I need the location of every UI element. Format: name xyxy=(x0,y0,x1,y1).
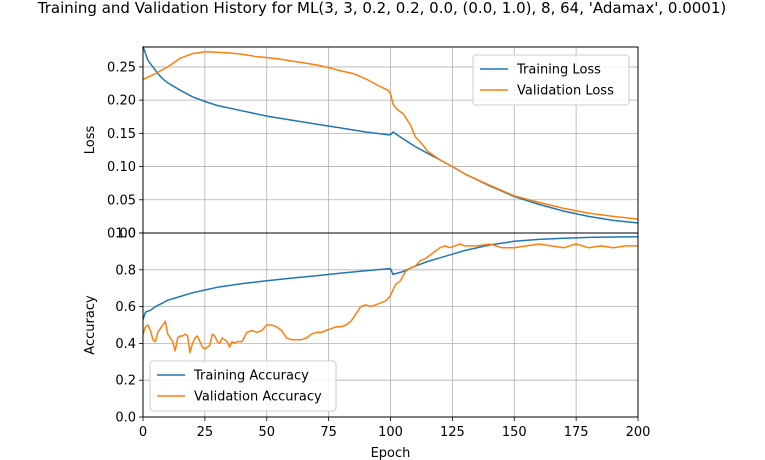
chart-title: Training and Validation History for ML(3… xyxy=(37,0,727,17)
x-axis-label: Epoch xyxy=(371,446,411,460)
loss-y-ticks: 0.00 0.05 0.10 0.15 0.20 0.25 xyxy=(107,60,143,242)
series-line-training-accuracy xyxy=(142,235,639,320)
x-tick-label-50: 50 xyxy=(258,425,275,440)
x-tick-label-0: 0 xyxy=(139,425,147,440)
accuracy-axes: 0.0 0.2 0.4 0.6 0.8 1.0 0 25 50 75 100 125 150 175 20… xyxy=(83,227,650,460)
x-tick-label-125: 125 xyxy=(440,425,465,440)
y-tick-label-0-2: 0.2 xyxy=(115,374,136,389)
legend-label-training-loss: Training Loss xyxy=(516,63,601,78)
loss-axes: 0.00 0.05 0.10 0.15 0.20 0.25 Loss Training L… xyxy=(83,46,639,242)
y-tick-label-0-25: 0.25 xyxy=(107,60,136,75)
y-tick-label-0-00: 0.00 xyxy=(107,227,136,242)
legend-label-validation-accuracy: Validation Accuracy xyxy=(194,390,322,405)
x-tick-label-175: 175 xyxy=(564,425,589,440)
accuracy-legend: Training Accuracy Validation Accuracy xyxy=(149,360,337,412)
y-tick-label-0-6: 0.6 xyxy=(115,300,136,315)
x-tick-label-75: 75 xyxy=(320,425,337,440)
loss-grid xyxy=(142,47,639,234)
x-tick-label-200: 200 xyxy=(626,425,651,440)
series-line-validation-accuracy xyxy=(142,243,638,354)
accuracy-lines xyxy=(142,235,639,354)
legend-label-training-accuracy: Training Accuracy xyxy=(193,369,309,384)
x-tick-label-25: 25 xyxy=(197,425,214,440)
y-tick-label-0-15: 0.15 xyxy=(107,127,136,142)
accuracy-x-ticks: 0 25 50 75 100 125 150 175 200 xyxy=(139,417,651,440)
accuracy-y-label: Accuracy xyxy=(83,295,98,355)
series-line-validation-loss xyxy=(142,50,639,220)
legend-box xyxy=(149,360,337,412)
loss-y-label: Loss xyxy=(83,126,98,155)
loss-legend: Training Loss Validation Loss xyxy=(472,54,630,106)
y-tick-label-0-10: 0.10 xyxy=(107,160,136,175)
accuracy-y-ticks: 0.0 0.2 0.4 0.6 0.8 1.0 xyxy=(115,227,143,426)
x-tick-label-100: 100 xyxy=(378,425,403,440)
legend-box xyxy=(472,54,630,106)
y-tick-label-0-0: 0.0 xyxy=(115,411,136,426)
y-tick-label-0-8: 0.8 xyxy=(115,263,136,278)
y-tick-label-1-0: 1.0 xyxy=(115,227,136,242)
y-tick-label-0-20: 0.20 xyxy=(107,94,136,109)
loss-lines xyxy=(142,46,639,224)
legend-label-validation-loss: Validation Loss xyxy=(517,84,614,99)
y-tick-label-0-05: 0.05 xyxy=(107,193,136,208)
x-tick-label-150: 150 xyxy=(502,425,527,440)
y-tick-label-0-4: 0.4 xyxy=(115,337,136,352)
